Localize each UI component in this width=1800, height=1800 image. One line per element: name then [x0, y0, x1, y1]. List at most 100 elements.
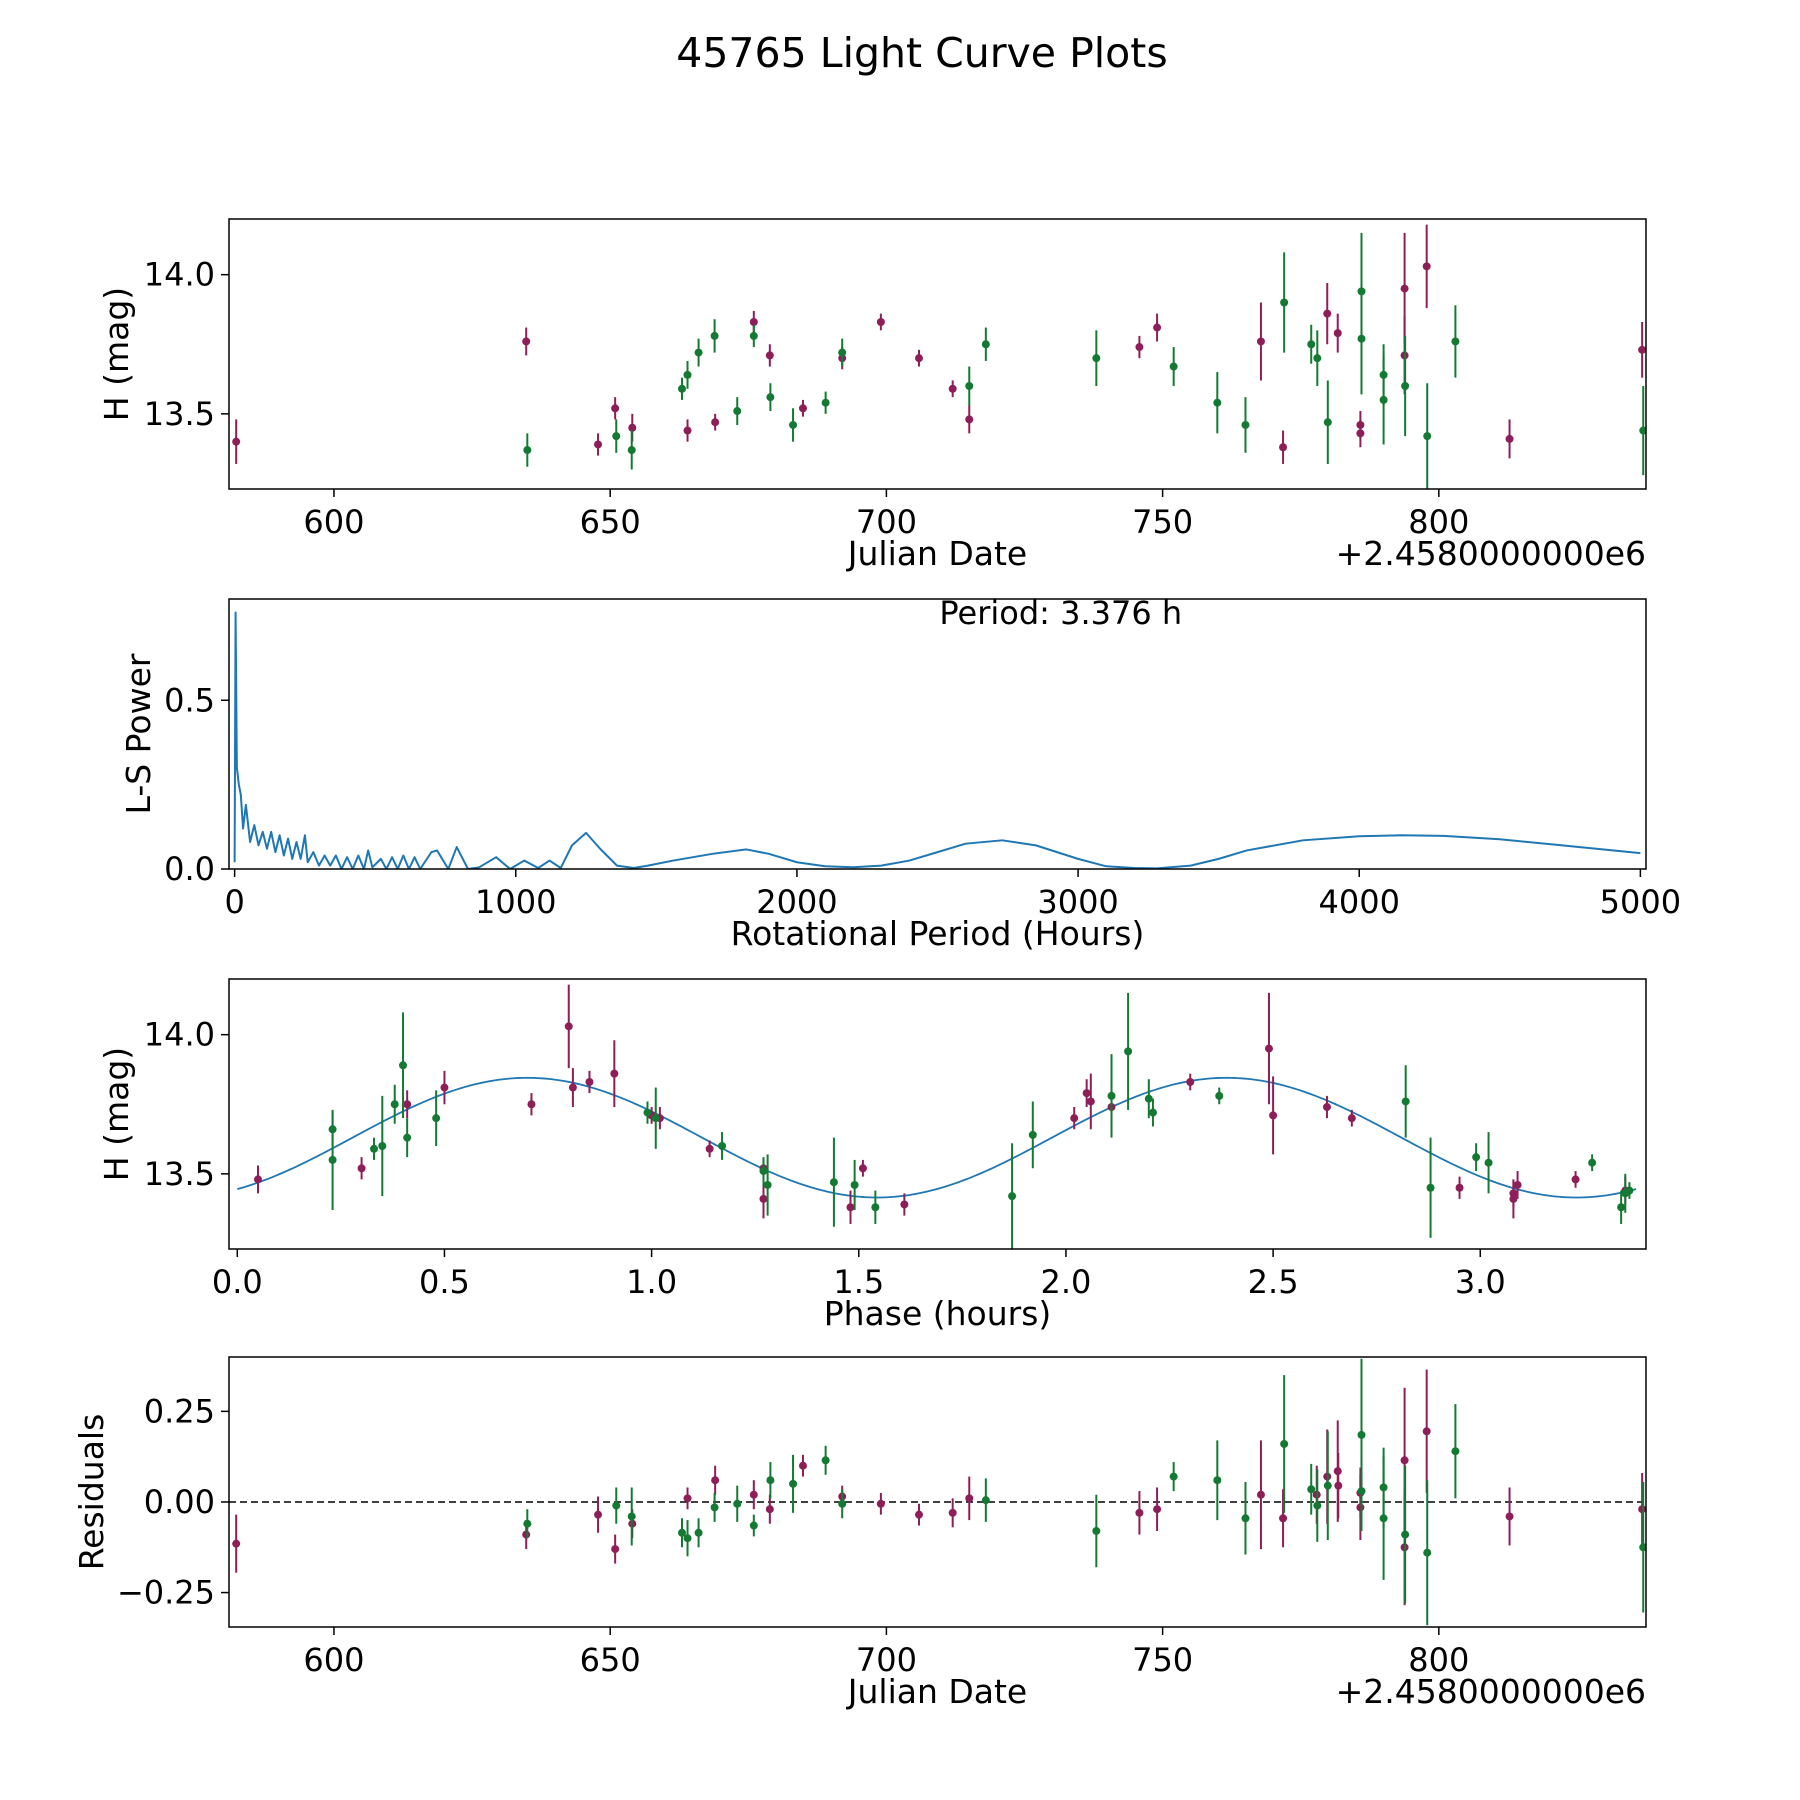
phased-data-point — [900, 1200, 909, 1209]
residuals-data-point — [1638, 1505, 1646, 1514]
lightcurve-data-point — [1423, 432, 1432, 441]
phased-data-point — [432, 1114, 441, 1123]
residuals-data-point — [1256, 1490, 1265, 1499]
residuals-panel: 600 650 700 750 800 −0.25 0.00 0.25 Julian Date… — [72, 1356, 1647, 1711]
lightcurve-data-point — [683, 370, 692, 379]
phased-data-point — [858, 1164, 867, 1173]
lightcurve-data-point — [1092, 354, 1101, 363]
residuals-y-tick-label: 0.25 — [144, 1392, 215, 1430]
phased-data-point — [1070, 1114, 1079, 1123]
residuals-data-point — [1092, 1526, 1101, 1535]
periodogram-marks — [233, 611, 1641, 869]
phased-plot-area — [237, 984, 1637, 1249]
lightcurve-data-point — [766, 393, 775, 402]
lightcurve-data-point — [1638, 345, 1646, 354]
residuals-data-point — [694, 1528, 703, 1537]
lightcurve-data-point — [838, 348, 847, 357]
phased-data-point — [1617, 1203, 1626, 1212]
lightcurve-x-offset: +2.4580000000e6 — [1336, 534, 1646, 573]
phased-data-point — [1322, 1103, 1331, 1112]
residuals-data-point — [612, 1501, 621, 1510]
residuals-data-point — [1135, 1508, 1144, 1517]
phased-data-point — [399, 1061, 408, 1070]
phased-data-point — [1215, 1091, 1224, 1100]
lightcurve-marks — [232, 224, 1646, 489]
lightcurve-series-band_b — [523, 232, 1646, 489]
residuals-data-point — [1169, 1472, 1178, 1481]
lightcurve-data-point — [1333, 329, 1342, 338]
phased-data-point — [328, 1155, 337, 1164]
lightcurve-data-point — [965, 382, 974, 391]
lightcurve-data-point — [1639, 426, 1646, 435]
phased-data-point — [1588, 1158, 1597, 1167]
lightcurve-data-point — [821, 398, 830, 407]
lightcurve-data-point — [948, 384, 957, 393]
phased-x-tick-label: 0.5 — [419, 1263, 470, 1301]
phased-data-point — [1625, 1186, 1634, 1195]
phased-series-band_a — [254, 984, 1630, 1224]
lightcurve-x-tick-label: 800 — [1408, 503, 1469, 541]
lightcurve-series-band_a — [232, 224, 1646, 464]
residuals-data-point — [594, 1510, 603, 1519]
lightcurve-data-point — [594, 440, 603, 449]
periodogram-y-label: L-S Power — [119, 653, 158, 814]
phased-data-point — [1124, 1047, 1133, 1056]
phased-data-point — [1509, 1194, 1518, 1203]
residuals-data-point — [798, 1461, 807, 1470]
phased-data-point — [705, 1144, 714, 1153]
periodogram-x-tick-label: 0 — [224, 883, 244, 921]
residuals-data-point — [523, 1519, 532, 1528]
residuals-data-point — [1357, 1430, 1366, 1439]
periodogram-panel: 0 1000 2000 3000 4000 5000 0.0 0.5 Rotational P… — [119, 594, 1681, 953]
phased-data-point — [829, 1178, 838, 1187]
phased-data-point — [403, 1133, 412, 1142]
phased-data-point — [390, 1100, 399, 1109]
phased-x-tick-label: 2.0 — [1040, 1263, 1091, 1301]
lightcurve-data-point — [1213, 398, 1222, 407]
residuals-x-tick-label: 650 — [580, 1641, 641, 1679]
lightcurve-data-point — [965, 415, 974, 424]
lightcurve-data-point — [914, 354, 923, 363]
residuals-data-point — [1423, 1548, 1432, 1557]
lightcurve-data-point — [612, 432, 621, 441]
lightcurve-y-tick-label: 14.0 — [144, 256, 215, 294]
phased-data-point — [585, 1077, 594, 1086]
phased-x-tick-label: 2.5 — [1248, 1263, 1299, 1301]
residuals-data-point — [711, 1476, 720, 1485]
phased-data-point — [1148, 1108, 1157, 1117]
phased-series-band_b — [328, 992, 1634, 1249]
lightcurve-x-label: Julian Date — [846, 534, 1028, 573]
residuals-data-point — [1153, 1505, 1162, 1514]
lightcurve-data-point — [1323, 418, 1332, 427]
lightcurve-x-tick-label: 700 — [856, 503, 917, 541]
lightcurve-data-point — [749, 331, 758, 340]
lightcurve-panel: 600 650 700 750 800 13.5 14.0 Julian Date H (m… — [97, 218, 1647, 573]
lightcurve-y-label: H (mag) — [97, 287, 136, 421]
phased-data-point — [254, 1175, 263, 1184]
lightcurve-data-point — [1313, 354, 1322, 363]
phased-data-point — [1571, 1175, 1580, 1184]
phased-axes-frame — [228, 978, 1647, 1250]
lightcurve-plot-area — [232, 224, 1646, 489]
lightcurve-data-point — [789, 420, 798, 429]
lightcurve-data-point — [1323, 309, 1332, 318]
lightcurve-data-point — [1280, 298, 1289, 307]
phased-data-point — [871, 1203, 880, 1212]
lightcurve-data-point — [1279, 443, 1288, 452]
lightcurve-axes-frame — [228, 218, 1647, 490]
phased-data-point — [850, 1180, 859, 1189]
residuals-data-point — [232, 1539, 241, 1548]
residuals-data-point — [710, 1503, 719, 1512]
residuals-data-point — [981, 1496, 990, 1505]
residuals-data-point — [766, 1476, 775, 1485]
residuals-data-point — [1313, 1501, 1322, 1510]
lightcurve-data-point — [1379, 395, 1388, 404]
lightcurve-y-tick-label: 13.5 — [144, 395, 215, 433]
residuals-data-point — [627, 1512, 636, 1521]
lightcurve-data-point — [694, 348, 703, 357]
lightcurve-data-point — [765, 351, 774, 360]
residuals-x-offset: +2.4580000000e6 — [1336, 1672, 1646, 1711]
residuals-data-point — [1241, 1514, 1250, 1523]
residuals-data-point — [1422, 1427, 1431, 1436]
residuals-data-point — [749, 1490, 758, 1499]
